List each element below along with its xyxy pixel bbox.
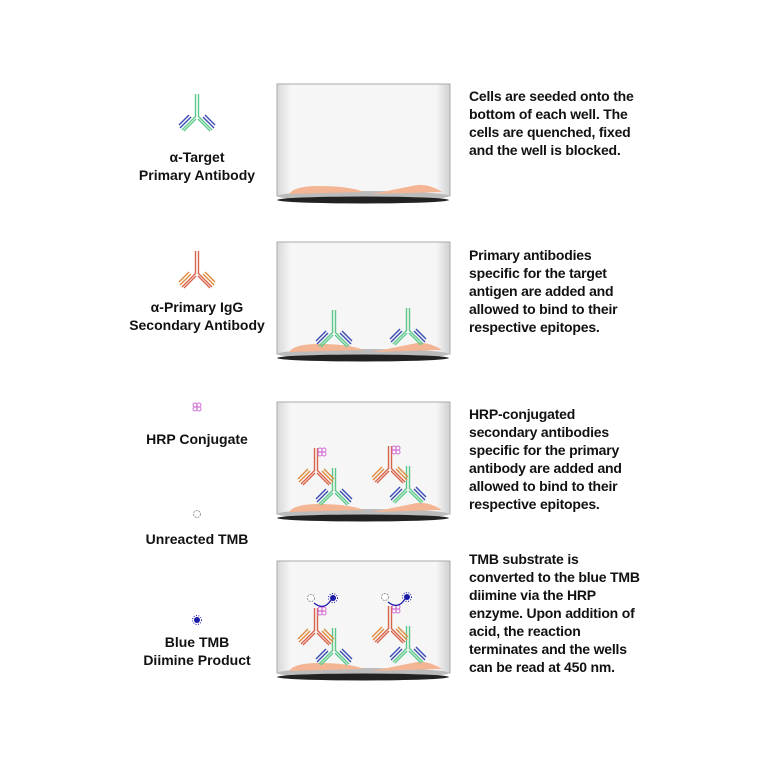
hrp-conjugate-label: HRP Conjugate bbox=[146, 431, 248, 447]
primary-antibody-label: α-Target Primary Antibody bbox=[138, 149, 256, 183]
step-4-description: TMB substrate is converted to the blue T… bbox=[469, 551, 640, 675]
unreacted-tmb-label: Unreacted TMB bbox=[145, 531, 249, 547]
step-2-description: Primary antibodies specific for the targ… bbox=[469, 247, 618, 335]
well-step-4 bbox=[276, 560, 451, 681]
primary-antibody-icon bbox=[178, 93, 216, 132]
blue-tmb-icon bbox=[192, 615, 202, 625]
blue-tmb-label: Blue TMB Diimine Product bbox=[143, 634, 251, 668]
step-1-description: Cells are seeded onto the bottom of each… bbox=[469, 88, 634, 158]
well-step-1 bbox=[276, 83, 451, 204]
secondary-antibody-label: α-Primary IgG Secondary Antibody bbox=[129, 299, 265, 333]
well-step-2 bbox=[276, 241, 451, 362]
step-3-description: HRP-conjugated secondary antibodies spec… bbox=[469, 406, 622, 512]
secondary-antibody-icon bbox=[178, 250, 216, 289]
hrp-conjugate-icon bbox=[192, 402, 202, 412]
well-step-3 bbox=[276, 401, 451, 522]
unreacted-tmb-icon bbox=[193, 510, 201, 518]
